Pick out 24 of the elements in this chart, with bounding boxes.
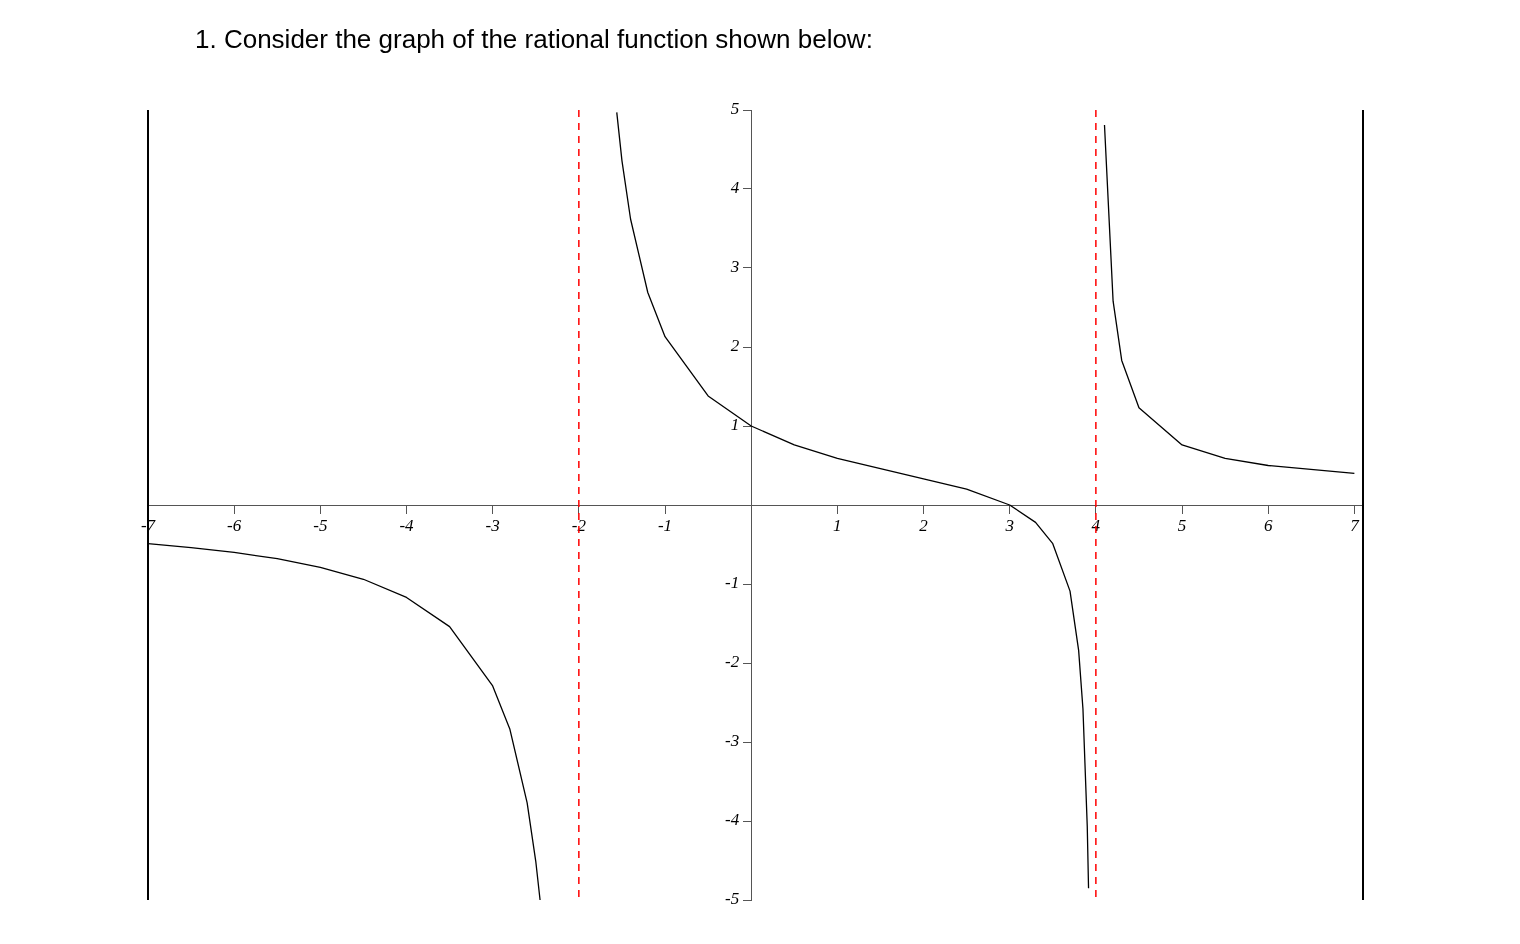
y-tick-label: -3 <box>725 731 740 751</box>
x-tick-label: 2 <box>919 515 929 535</box>
x-tick-label: 7 <box>1350 515 1361 535</box>
x-tick-label: -6 <box>227 515 242 535</box>
x-tick-label: -3 <box>485 515 500 535</box>
y-tick-label: 5 <box>730 99 740 119</box>
x-tick-label: -2 <box>571 515 587 535</box>
x-tick-label: 1 <box>833 515 842 535</box>
x-tick-label: -5 <box>313 515 328 535</box>
x-tick-label: 3 <box>1004 515 1014 535</box>
y-tick-label: -4 <box>725 810 740 830</box>
x-tick-label: 4 <box>1091 515 1101 535</box>
y-tick-label: -2 <box>725 652 740 672</box>
y-tick-label: 2 <box>730 336 740 356</box>
chart-title: 1. Consider the graph of the rational function shown below: <box>194 23 874 56</box>
x-tick-label: 5 <box>1177 515 1187 535</box>
y-tick-label: 1 <box>730 415 740 435</box>
y-tick-label: -1 <box>725 573 740 593</box>
x-tick-label: 6 <box>1263 515 1273 535</box>
y-tick-label: 3 <box>729 257 740 277</box>
y-tick-label: -5 <box>725 889 740 909</box>
x-tick-label: -1 <box>657 515 673 535</box>
y-tick-label: 4 <box>730 178 740 198</box>
x-tick-label: -4 <box>399 515 415 535</box>
